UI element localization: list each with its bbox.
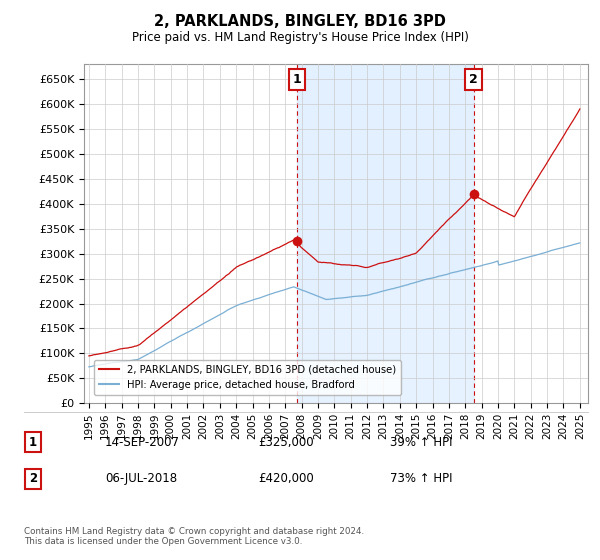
- Legend: 2, PARKLANDS, BINGLEY, BD16 3PD (detached house), HPI: Average price, detached h: 2, PARKLANDS, BINGLEY, BD16 3PD (detache…: [94, 360, 401, 395]
- Text: £325,000: £325,000: [258, 436, 314, 449]
- Text: Price paid vs. HM Land Registry's House Price Index (HPI): Price paid vs. HM Land Registry's House …: [131, 31, 469, 44]
- Text: 2: 2: [469, 73, 478, 86]
- Text: £420,000: £420,000: [258, 472, 314, 486]
- Bar: [297, 64, 473, 403]
- Text: 14-SEP-2007: 14-SEP-2007: [105, 436, 180, 449]
- Text: 2, PARKLANDS, BINGLEY, BD16 3PD: 2, PARKLANDS, BINGLEY, BD16 3PD: [154, 14, 446, 29]
- Text: Contains HM Land Registry data © Crown copyright and database right 2024.
This d: Contains HM Land Registry data © Crown c…: [24, 526, 364, 546]
- Text: 73% ↑ HPI: 73% ↑ HPI: [390, 472, 452, 486]
- Text: 2: 2: [29, 472, 37, 486]
- Text: 1: 1: [293, 73, 301, 86]
- Text: 1: 1: [29, 436, 37, 449]
- Text: 39% ↑ HPI: 39% ↑ HPI: [390, 436, 452, 449]
- Text: 06-JUL-2018: 06-JUL-2018: [105, 472, 177, 486]
